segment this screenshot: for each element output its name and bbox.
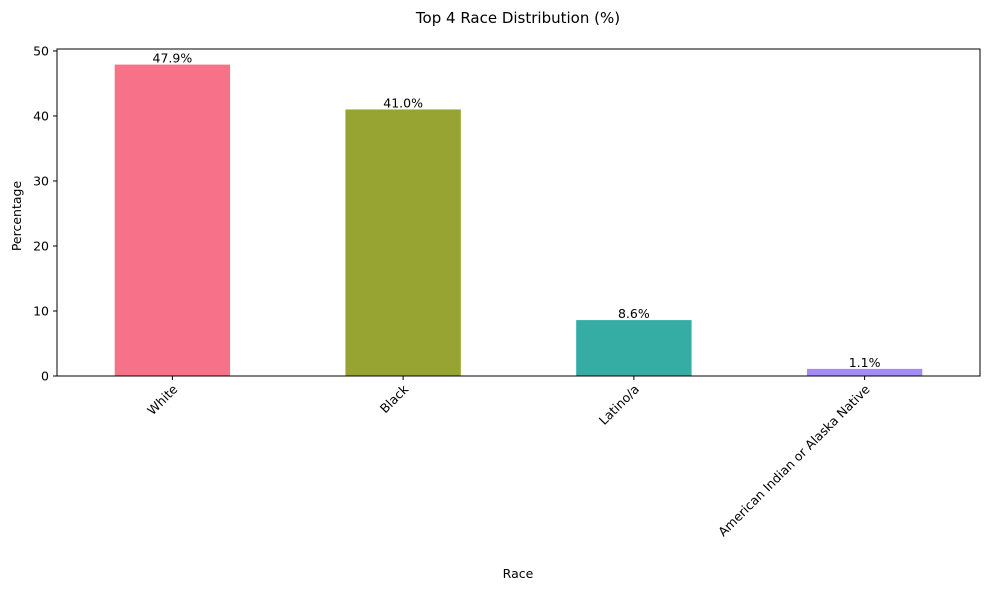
y-tick-label: 0 xyxy=(41,369,49,384)
bar xyxy=(576,320,692,376)
y-tick-label: 40 xyxy=(33,108,49,123)
y-axis-label: Percentage xyxy=(9,181,24,252)
x-axis-label: Race xyxy=(503,566,534,581)
x-axis: White Black Latino/a American Indian or Ala… xyxy=(144,376,873,539)
bar-value-label: 41.0% xyxy=(383,95,423,110)
bars-group xyxy=(114,64,923,377)
y-tick-label: 10 xyxy=(33,303,49,318)
x-tick-label: White xyxy=(144,381,181,418)
y-axis: 0 10 20 30 40 50 xyxy=(33,43,57,384)
bar-value-label: 47.9% xyxy=(153,51,193,66)
bar xyxy=(806,368,923,376)
x-tick-label: American Indian or Alaska Native xyxy=(715,381,873,539)
value-labels-group: 47.9% 41.0% 8.6% 1.1% xyxy=(153,51,881,370)
chart-title: Top 4 Race Distribution (%) xyxy=(415,9,620,27)
x-tick-label: Latino/a xyxy=(596,382,642,428)
bar-value-label: 8.6% xyxy=(618,306,650,321)
y-tick-label: 50 xyxy=(33,43,49,58)
plot-frame xyxy=(56,48,981,377)
y-tick-label: 30 xyxy=(33,173,49,188)
y-tick-label: 20 xyxy=(33,238,49,253)
bar-value-label: 1.1% xyxy=(849,355,881,370)
bar xyxy=(345,109,461,377)
x-tick-label: Black xyxy=(377,381,412,416)
bar xyxy=(114,64,231,376)
